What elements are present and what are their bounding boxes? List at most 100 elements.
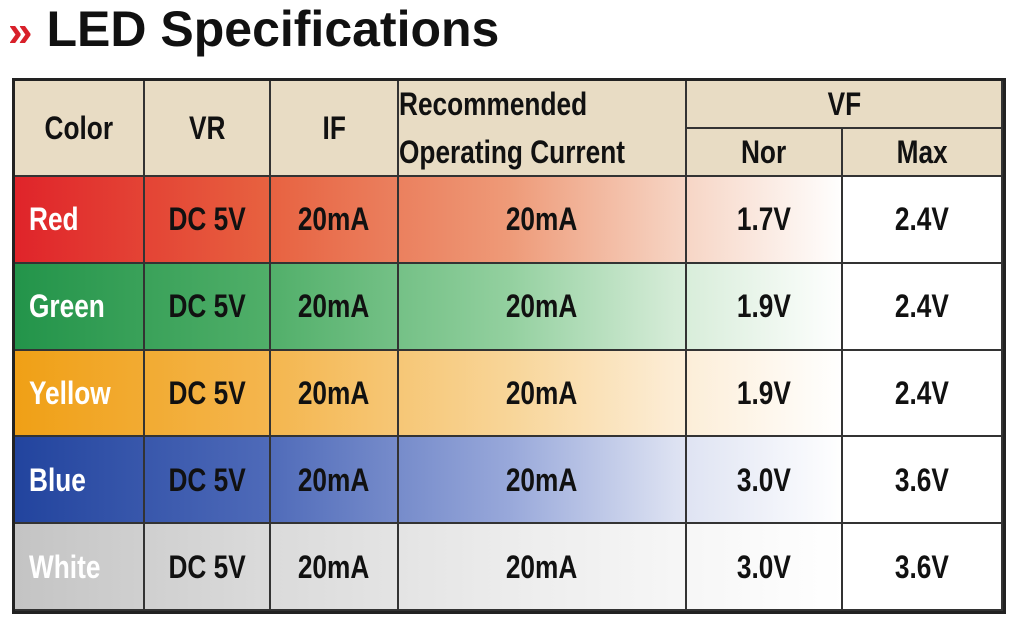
- value-cell: 20mA: [271, 350, 399, 438]
- value-cell: 2.4V: [843, 350, 1003, 438]
- color-cell: Red: [15, 177, 145, 264]
- value-cell: 20mA: [271, 263, 399, 351]
- header-cell: Recommended Operating Current: [399, 81, 687, 177]
- header-cell-text: Recommended Operating Current: [399, 80, 625, 176]
- color-cell-text: White: [29, 543, 100, 591]
- spec-table: Color VR IF Recommended Operating Current VF N…: [12, 78, 1006, 614]
- text-line: 20mA: [298, 201, 370, 238]
- value-cell-text: 20mA: [298, 195, 369, 243]
- page-title: » LED Specifications: [8, 0, 499, 58]
- text-line: Yellow: [29, 374, 111, 411]
- text-line: White: [29, 548, 101, 585]
- text-line: 3.0V: [737, 548, 791, 585]
- text-line: 2.4V: [895, 374, 949, 411]
- table-row: Red DC 5V 20mA 20mA 1.7V 2.4V: [15, 177, 1003, 264]
- header-cell: Max: [843, 129, 1003, 177]
- value-cell: DC 5V: [145, 263, 271, 351]
- header-cell: Nor: [687, 129, 843, 177]
- text-line: Recommended: [399, 86, 588, 122]
- value-cell: 2.4V: [843, 177, 1003, 264]
- value-cell: 20mA: [271, 177, 399, 264]
- value-cell-text: 1.9V: [737, 282, 791, 330]
- text-line: Nor: [741, 134, 787, 170]
- text-line: 3.0V: [737, 461, 791, 498]
- text-line: 20mA: [506, 374, 578, 411]
- text-line: Green: [29, 288, 105, 325]
- color-cell: Blue: [15, 437, 145, 525]
- text-line: IF: [322, 110, 346, 146]
- text-line: VF: [827, 86, 861, 122]
- color-cell: White: [15, 524, 145, 611]
- table-row: Blue DC 5V 20mA 20mA 3.0V 3.6V: [15, 437, 1003, 525]
- value-cell-text: 20mA: [298, 543, 369, 591]
- text-line: Red: [29, 201, 79, 238]
- color-cell-text: Yellow: [29, 369, 111, 417]
- text-line: Blue: [29, 461, 86, 498]
- text-line: 20mA: [506, 201, 578, 238]
- value-cell: 3.6V: [843, 524, 1003, 611]
- value-cell-text: DC 5V: [168, 456, 245, 504]
- value-cell-text: 2.4V: [895, 195, 949, 243]
- header-row: Color VR IF Recommended Operating Current VF N…: [15, 81, 1003, 177]
- value-cell: 3.0V: [687, 437, 843, 525]
- text-line: DC 5V: [168, 201, 246, 238]
- value-cell-text: 1.7V: [737, 195, 791, 243]
- text-line: 3.6V: [895, 461, 949, 498]
- text-line: 3.6V: [895, 548, 949, 585]
- value-cell: DC 5V: [145, 437, 271, 525]
- text-line: 1.9V: [737, 374, 791, 411]
- text-line: DC 5V: [168, 374, 246, 411]
- text-line: DC 5V: [168, 548, 246, 585]
- value-cell: 20mA: [399, 524, 687, 611]
- value-cell: DC 5V: [145, 177, 271, 264]
- value-cell-text: 3.6V: [895, 456, 949, 504]
- value-cell-text: 3.0V: [737, 456, 791, 504]
- value-cell: 20mA: [399, 177, 687, 264]
- text-line: 20mA: [298, 548, 370, 585]
- value-cell-text: 20mA: [506, 456, 577, 504]
- header-cell-text: VR: [189, 104, 225, 152]
- header-cell: VF: [687, 81, 1003, 129]
- value-cell-text: DC 5V: [168, 195, 245, 243]
- text-line: 20mA: [298, 374, 370, 411]
- value-cell-text: 20mA: [298, 282, 369, 330]
- text-line: 1.7V: [737, 201, 791, 238]
- value-cell: 2.4V: [843, 263, 1003, 351]
- value-cell-text: 3.6V: [895, 543, 949, 591]
- text-line: Color: [44, 110, 114, 146]
- header-cell: Color: [15, 81, 145, 177]
- header-cell-text: Max: [896, 128, 947, 176]
- text-line: 2.4V: [895, 288, 949, 325]
- color-cell-text: Red: [29, 195, 79, 243]
- header-cell-text: IF: [322, 104, 345, 152]
- value-cell-text: DC 5V: [168, 369, 245, 417]
- header-cell: VR: [145, 81, 271, 177]
- table-row: Green DC 5V 20mA 20mA 1.9V 2.4V: [15, 263, 1003, 351]
- text-line: 20mA: [506, 288, 578, 325]
- table-row: Yellow DC 5V 20mA 20mA 1.9V 2.4V: [15, 350, 1003, 438]
- value-cell: 3.0V: [687, 524, 843, 611]
- header-cell-text: VF: [827, 80, 861, 128]
- header-cell-text: Color: [45, 104, 114, 152]
- title-marker: »: [8, 7, 33, 56]
- value-cell-text: 20mA: [506, 195, 577, 243]
- text-line: 20mA: [298, 461, 370, 498]
- value-cell-text: 3.0V: [737, 543, 791, 591]
- value-cell: 1.9V: [687, 263, 843, 351]
- value-cell: 20mA: [399, 263, 687, 351]
- value-cell: 20mA: [271, 437, 399, 525]
- value-cell-text: 20mA: [506, 282, 577, 330]
- value-cell-text: 1.9V: [737, 369, 791, 417]
- value-cell-text: 20mA: [506, 543, 577, 591]
- color-cell: Green: [15, 263, 145, 351]
- value-cell: 3.6V: [843, 437, 1003, 525]
- text-line: 20mA: [506, 461, 578, 498]
- text-line: Operating Current: [399, 134, 625, 170]
- text-line: DC 5V: [168, 461, 246, 498]
- text-line: 20mA: [298, 288, 370, 325]
- value-cell-text: DC 5V: [168, 282, 245, 330]
- value-cell: 20mA: [399, 350, 687, 438]
- title-text: LED Specifications: [46, 1, 500, 57]
- value-cell: 1.7V: [687, 177, 843, 264]
